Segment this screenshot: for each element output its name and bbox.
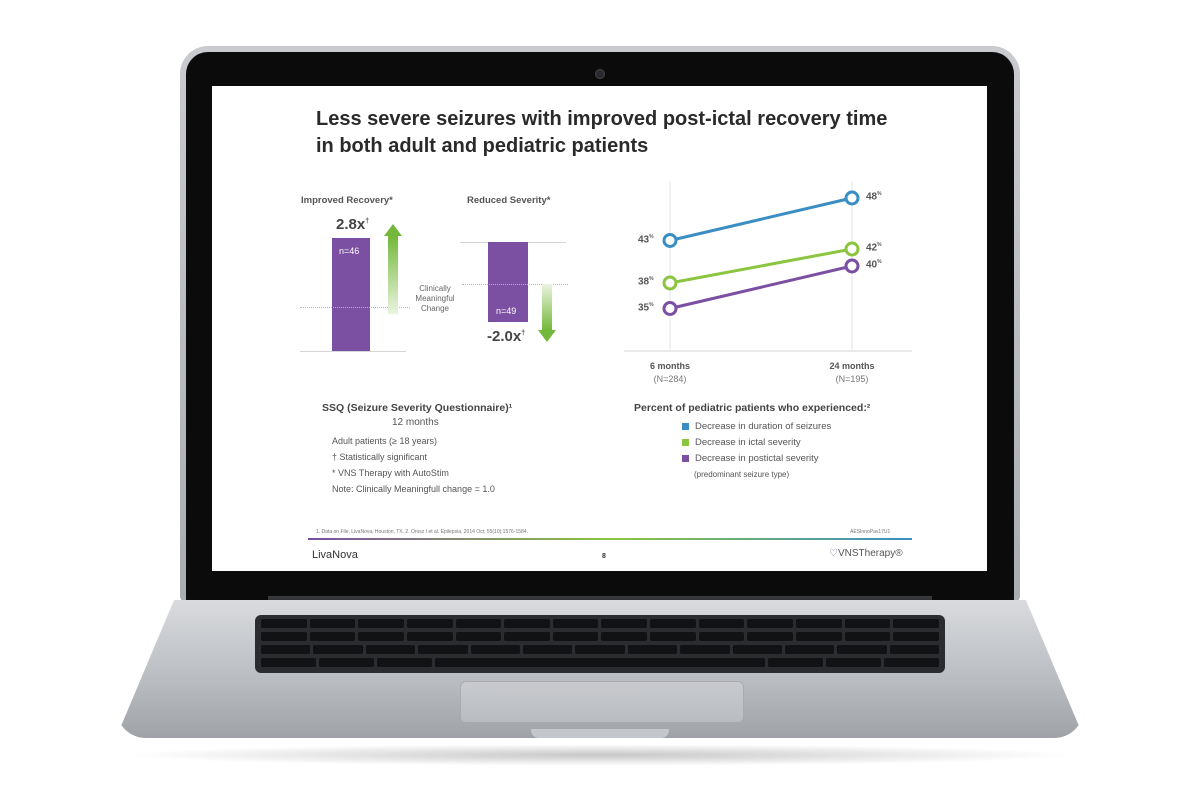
- legend-title: Percent of pediatric patients who experi…: [634, 402, 871, 414]
- recovery-value: 2.8x†: [336, 216, 370, 233]
- series-line-1: [669, 247, 853, 285]
- severity-bar: [488, 242, 528, 322]
- lid-notch: [531, 729, 669, 738]
- series-point-0-0: [662, 233, 678, 248]
- severity-n: n=49: [496, 306, 517, 316]
- legend-label-ictal: Decrease in ictal severity: [695, 437, 801, 448]
- note-adult: Adult patients (≥ 18 years): [332, 436, 437, 446]
- slide-code: AESInnoPav17U1: [850, 529, 891, 535]
- trackpad: [460, 681, 744, 723]
- data-label-1-1: 42%: [866, 242, 882, 254]
- series-point-1-0: [662, 275, 678, 291]
- series-line-2: [669, 264, 853, 310]
- series-point-0-1: [844, 190, 860, 206]
- key-row-3: [261, 645, 940, 654]
- legend-swatch-purple: [682, 455, 689, 462]
- legend-item-postictal: Decrease in postictal severity: [682, 453, 819, 464]
- key-row-2: [261, 632, 939, 641]
- legend-label-postictal: Decrease in postictal severity: [695, 453, 819, 464]
- slide-title: Less severe seizures with improved post-…: [316, 106, 916, 160]
- baseline-left: [300, 351, 406, 352]
- clinical-threshold-line-right: [462, 284, 568, 285]
- legend-swatch-blue: [682, 423, 689, 430]
- legend-item-ictal: Decrease in ictal severity: [682, 437, 801, 448]
- ssq-subtitle: 12 months: [392, 417, 439, 428]
- laptop-screen: Less severe seizures with improved post-…: [212, 86, 987, 571]
- recovery-n: n=46: [339, 246, 360, 256]
- x-label-6m: 6 months: [649, 361, 690, 371]
- vns-logo-text: VNSTherapy®: [837, 548, 903, 559]
- line-chart: [624, 181, 912, 352]
- keyboard: [255, 615, 945, 673]
- severity-value: -2.0x†: [487, 328, 526, 345]
- vns-logo-mark-icon: ♡: [829, 548, 838, 559]
- data-label-1-0: 38%: [638, 276, 654, 288]
- data-label-0-0: 43%: [638, 233, 654, 245]
- key-row-1: [261, 619, 939, 628]
- note-significant: † Statistically significant: [332, 452, 428, 462]
- note-autostim: * VNS Therapy with AutoStim: [332, 468, 449, 478]
- legend-item-duration: Decrease in duration of seizures: [682, 421, 831, 432]
- x-sub-6m: (N=284): [653, 374, 687, 384]
- data-label-2-0: 35%: [638, 301, 654, 313]
- slide-title-line-2: in both adult and pediatric patients: [316, 135, 649, 157]
- livanova-logo: LivaNova: [312, 549, 358, 561]
- clinical-threshold-line-left: [300, 307, 410, 308]
- improved-recovery-label: Improved Recovery*: [301, 195, 393, 206]
- key-row-4: [261, 658, 939, 667]
- series-point-2-1: [844, 258, 860, 274]
- legend-swatch-green: [682, 439, 689, 446]
- down-arrow-icon: [538, 284, 556, 342]
- reduced-severity-label: Reduced Severity*: [467, 195, 551, 206]
- legend-note: (predominant seizure type): [694, 470, 790, 479]
- page-number: 8: [602, 553, 606, 560]
- x-label-24m: 24 months: [829, 361, 875, 371]
- series-point-1-1: [844, 241, 860, 257]
- recovery-bar: [332, 238, 370, 351]
- footer-gradient-line: [308, 538, 912, 540]
- laptop-shadow: [120, 744, 1080, 766]
- series-point-2-0: [662, 301, 678, 316]
- up-arrow-icon: [384, 224, 402, 314]
- camera-icon: [595, 69, 605, 79]
- vns-therapy-logo: ♡VNSTherapy®: [829, 548, 903, 559]
- ssq-title: SSQ (Seizure Severity Questionnaire)¹: [322, 402, 513, 414]
- slide-title-line-1: Less severe seizures with improved post-…: [316, 108, 888, 130]
- data-label-0-1: 48%: [866, 191, 882, 203]
- data-label-2-1: 40%: [866, 259, 882, 271]
- note-clinical-change: Note: Clinically Meaningfull change = 1.…: [332, 484, 495, 494]
- footnote: 1. Data on File, LivaNova, Houston, TX. …: [316, 529, 528, 535]
- clinically-meaningful-label: Clinically Meaningful Change: [415, 284, 455, 313]
- legend-label-duration: Decrease in duration of seizures: [695, 421, 832, 432]
- series-line-0: [669, 196, 853, 242]
- x-sub-24m: (N=195): [835, 374, 869, 384]
